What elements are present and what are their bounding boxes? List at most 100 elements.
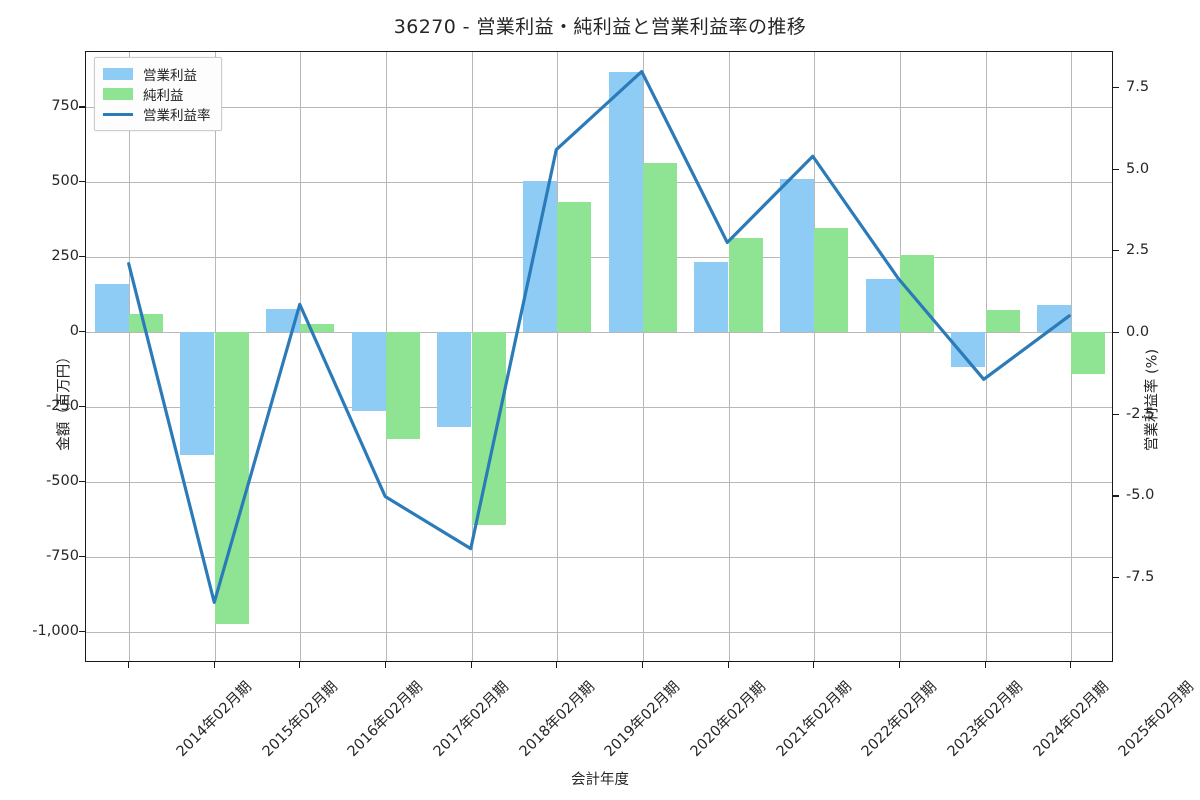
gridline-horizontal [86, 107, 1112, 109]
bar-net-profit [985, 309, 1020, 333]
chart-legend: 営業利益純利益営業利益率 [94, 57, 222, 131]
gridline-vertical [728, 52, 730, 661]
secondary-y-axis-tick-label: 0.0 [1126, 324, 1150, 340]
x-axis-tick-mark [127, 662, 129, 668]
gridline-vertical [899, 52, 901, 661]
x-axis-tick-mark [898, 662, 900, 668]
bar-operating-profit [180, 332, 215, 456]
bar-net-profit [300, 323, 335, 333]
gridline-vertical [128, 52, 130, 661]
operating-margin-line [127, 69, 1071, 604]
gridline-horizontal [86, 257, 1112, 259]
bar-operating-profit [694, 262, 729, 333]
secondary-y-axis-tick-label: -7.5 [1126, 569, 1155, 585]
bar-net-profit [128, 313, 164, 333]
line-series-svg [127, 69, 1071, 604]
x-axis-tick-mark [213, 662, 215, 668]
x-axis-tick-mark [470, 662, 472, 668]
secondary-y-axis-tick-mark [1113, 413, 1119, 415]
bar-net-profit [899, 254, 935, 333]
legend-swatch-icon [103, 68, 133, 80]
x-axis-tick-label: 2023年02月期 [944, 678, 1026, 761]
bar-net-profit [728, 237, 763, 332]
secondary-y-axis-tick-label: 2.5 [1126, 242, 1150, 259]
secondary-y-axis-tick-mark [1113, 250, 1119, 252]
y-axis-tick-label: 250 [51, 248, 79, 265]
x-axis-tick-label: 2021年02月期 [773, 678, 855, 761]
x-axis-tick-label: 2024年02月期 [1030, 678, 1112, 761]
bar-operating-profit [265, 309, 301, 333]
bar-net-profit [557, 202, 592, 333]
x-axis-tick-mark [556, 662, 558, 668]
secondary-y-axis-tick-mark [1113, 332, 1119, 334]
y-axis-tick-mark [79, 630, 85, 632]
y-axis-tick-label: -1,000 [32, 622, 79, 639]
gridline-vertical [985, 52, 987, 661]
secondary-y-axis-tick-mark [1113, 86, 1119, 89]
gridline-horizontal [86, 332, 1112, 333]
x-axis-tick-label: 2016年02月期 [344, 678, 427, 761]
gridline-horizontal [86, 406, 1112, 408]
gridline-horizontal [86, 481, 1112, 483]
secondary-y-axis-tick-mark [1113, 577, 1119, 579]
y-axis-tick-mark [79, 181, 85, 183]
bar-operating-profit [608, 71, 643, 333]
y-axis-tick-label: -750 [46, 547, 79, 564]
secondary-y-axis-tick-label: -2.5 [1126, 405, 1155, 422]
secondary-y-axis-tick-label: 5.0 [1126, 160, 1150, 177]
x-axis-tick-label: 2020年02月期 [687, 678, 769, 761]
bar-net-profit [214, 332, 249, 624]
bar-net-profit [1071, 332, 1106, 374]
x-axis-tick-mark [384, 662, 386, 668]
y-axis-tick-label: 0 [69, 323, 79, 339]
legend-swatch-icon [103, 88, 133, 100]
gridline-horizontal [86, 182, 1112, 184]
x-axis-tick-label: 2018年02月期 [516, 678, 598, 761]
legend-item[interactable]: 営業利益 [103, 64, 211, 84]
x-axis-tick-mark [299, 662, 301, 668]
gridline-horizontal [86, 631, 1112, 633]
y-axis-tick-label: -500 [46, 472, 79, 489]
y-axis-tick-label: 500 [51, 173, 79, 190]
y-axis-tick-mark [79, 555, 85, 557]
legend-item-label: 純利益 [143, 88, 184, 104]
gridline-vertical [557, 52, 559, 661]
x-axis-tick-mark [1070, 662, 1072, 668]
legend-item-label: 営業利益 [143, 68, 197, 84]
bar-net-profit [642, 162, 678, 332]
secondary-y-axis-label: 営業利益率 (%) [1144, 348, 1161, 452]
y-axis-tick-label: -250 [46, 397, 79, 414]
legend-item-label: 営業利益率 [143, 108, 211, 124]
bar-net-profit [385, 332, 421, 439]
x-axis-tick-label: 2019年02月期 [601, 678, 684, 761]
x-axis-tick-label: 2015年02月期 [259, 678, 341, 761]
x-axis-tick-mark [984, 662, 986, 668]
bar-operating-profit [779, 178, 815, 332]
y-axis-tick-mark [79, 405, 85, 408]
bar-net-profit [471, 332, 506, 525]
legend-item[interactable]: 営業利益率 [103, 104, 211, 124]
y-axis-tick-mark [79, 256, 85, 258]
gridline-vertical [814, 52, 816, 661]
bar-net-profit [814, 227, 849, 332]
secondary-y-axis-tick-mark [1113, 495, 1119, 497]
legend-item[interactable]: 純利益 [103, 84, 211, 104]
secondary-y-axis-tick-label: 7.5 [1126, 78, 1150, 95]
legend-line-icon [103, 113, 133, 116]
y-axis-tick-mark [79, 106, 85, 108]
y-axis-tick-mark [79, 480, 85, 482]
gridline-horizontal [86, 556, 1112, 558]
bar-operating-profit [94, 284, 129, 332]
y-axis-tick-mark [79, 331, 85, 333]
plot-area [85, 51, 1113, 662]
y-axis-tick-label: 750 [51, 98, 79, 115]
bar-operating-profit [865, 279, 900, 332]
secondary-y-axis-tick-label: -5.0 [1126, 487, 1155, 504]
x-axis-tick-label: 2025年02月期 [1115, 678, 1198, 761]
bar-operating-profit [351, 332, 386, 412]
x-axis-label: 会計年度 [571, 772, 629, 788]
secondary-y-axis-tick-mark [1113, 168, 1119, 170]
x-axis-tick-label: 2017年02月期 [430, 678, 512, 761]
gridline-vertical [300, 52, 302, 661]
